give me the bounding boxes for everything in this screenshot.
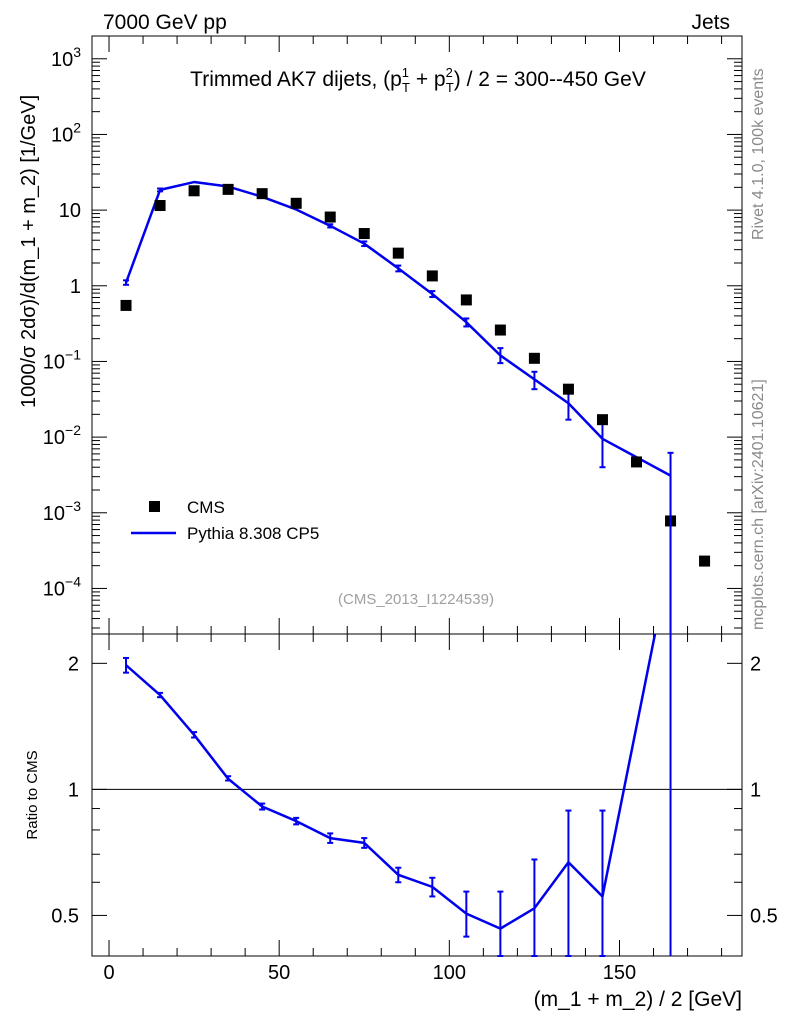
cms-data-point xyxy=(188,185,200,197)
pythia-curve xyxy=(124,180,672,477)
ratio-y-axis: 0.5 0.5 1 1 2 2 xyxy=(51,653,778,957)
ratio-y-tick-label: 2 xyxy=(68,653,79,675)
main-y-axis-label: 1000/σ 2dσ)/d(m_1 + m_2) [1/GeV] xyxy=(18,95,40,408)
cms-data-point xyxy=(256,188,268,200)
ratio-y-tick-label-right: 2 xyxy=(750,653,761,675)
ratio-panel-frame xyxy=(91,633,743,957)
x-axis-label: (m_1 + m_2) / 2 [GeV] xyxy=(534,988,742,1011)
legend-cms-label: CMS xyxy=(187,498,225,517)
main-y-tick-label: 103 xyxy=(51,44,81,71)
main-y-tick-label: 10 xyxy=(59,200,81,222)
cms-data-point xyxy=(120,299,132,311)
main-y-tick-label: 10−1 xyxy=(43,346,81,373)
cms-data-point xyxy=(154,200,166,212)
ratio-y-tick-label-right: 0.5 xyxy=(750,905,778,927)
plot-title: Trimmed AK7 dijets, (p1 T + p2 T) / 2 = 30… xyxy=(190,65,646,95)
cms-data-point xyxy=(562,383,574,395)
cms-data-point xyxy=(426,270,438,282)
x-tick-label: 50 xyxy=(268,962,290,984)
ratio-y-tick-label: 0.5 xyxy=(51,905,79,927)
ratio-y-axis-label: Ratio to CMS xyxy=(24,750,41,839)
ratio-series-layer xyxy=(123,633,657,957)
analysis-id-label: (CMS_2013_I1224539) xyxy=(338,591,494,608)
legend: CMS Pythia 8.308 CP5 xyxy=(131,498,319,543)
cms-data-point xyxy=(494,324,506,336)
cms-data-point xyxy=(699,555,711,567)
cms-data-point xyxy=(324,211,336,223)
main-series-layer xyxy=(120,180,711,956)
legend-pythia-label: Pythia 8.308 CP5 xyxy=(187,524,319,543)
main-y-tick-label: 102 xyxy=(51,119,81,146)
cms-data-point xyxy=(358,228,370,240)
main-y-tick-label: 10−3 xyxy=(43,498,81,525)
cms-data-point xyxy=(222,183,234,195)
main-y-tick-label: 10−4 xyxy=(43,573,81,600)
cms-data-point xyxy=(596,414,608,426)
main-panel-frame xyxy=(91,35,743,635)
ratio-y-tick-label-right: 1 xyxy=(750,779,761,801)
x-tick-label: 150 xyxy=(603,962,636,984)
mcplots-source-label: mcplots.cern.ch [arXiv:2401.10621] xyxy=(750,379,767,630)
header-energy-label: 7000 GeV pp xyxy=(103,11,227,34)
x-axis-ticks: 0 50 100 150 xyxy=(103,36,723,984)
header-category-label: Jets xyxy=(691,11,730,34)
ratio-y-tick-label: 1 xyxy=(68,779,79,801)
cms-data-point xyxy=(631,456,643,468)
cms-data-point xyxy=(528,352,540,364)
x-tick-label: 0 xyxy=(103,962,114,984)
ratio-curve xyxy=(125,633,657,930)
main-y-tick-label: 1 xyxy=(70,276,81,298)
rivet-version-label: Rivet 4.1.0, 100k events xyxy=(750,68,767,240)
cms-data-point xyxy=(392,247,404,259)
cms-data-point xyxy=(290,197,302,209)
cms-data-point xyxy=(460,294,472,306)
main-y-tick-label: 10−2 xyxy=(43,422,81,449)
legend-cms-marker xyxy=(149,501,160,512)
x-tick-label: 100 xyxy=(433,962,466,984)
